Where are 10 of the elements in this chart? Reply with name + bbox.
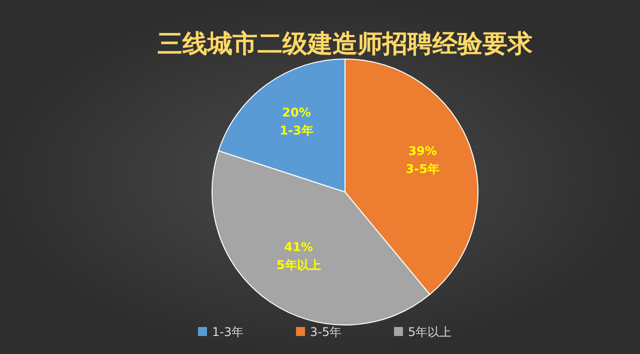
- slice-label: 1-3年: [280, 123, 314, 138]
- slice-label: 5年以上: [276, 258, 321, 272]
- data-label: 41%: [284, 240, 314, 254]
- data-label: 39%: [408, 144, 437, 158]
- slice-label: 3-5年: [406, 162, 440, 176]
- data-label: 20%: [282, 105, 311, 120]
- legend-label: 5年以上: [408, 325, 452, 339]
- legend-label: 3-5年: [310, 325, 342, 339]
- legend-label: 1-3年: [212, 325, 244, 339]
- chart-title: 三线城市二级建造师招聘经验要求: [158, 29, 534, 58]
